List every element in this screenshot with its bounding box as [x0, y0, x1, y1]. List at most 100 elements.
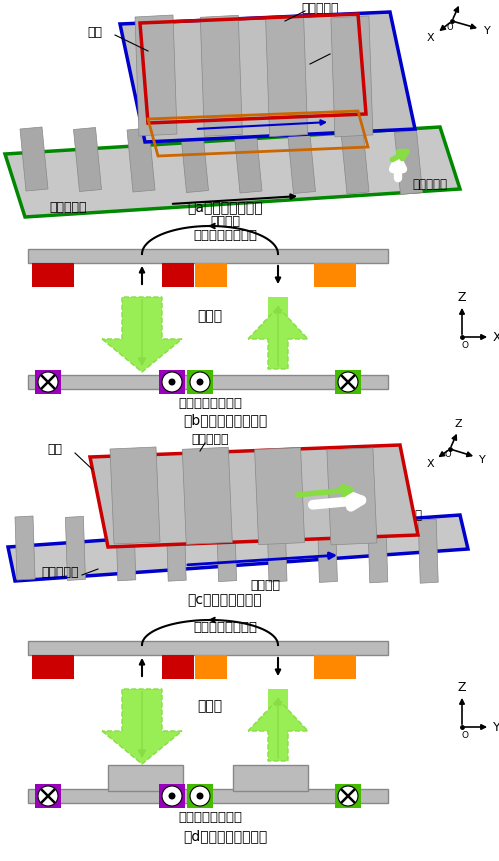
Polygon shape	[127, 129, 155, 193]
Circle shape	[338, 786, 358, 806]
Polygon shape	[418, 519, 438, 584]
Polygon shape	[217, 518, 237, 582]
Text: Z: Z	[458, 681, 466, 694]
Polygon shape	[116, 517, 136, 581]
Circle shape	[169, 793, 176, 800]
Text: 接收端磁心和线圈: 接收端磁心和线圈	[193, 229, 257, 242]
Text: 主磁通方向: 主磁通方向	[388, 509, 423, 522]
Text: 发射端磁心和线圈: 发射端磁心和线圈	[178, 397, 242, 410]
Text: （c）纵向布置结构: （c）纵向布置结构	[188, 592, 262, 606]
Bar	[268, 689, 288, 744]
Text: Z: Z	[458, 291, 466, 304]
Text: 发射端磁心和线圈: 发射端磁心和线圈	[178, 810, 242, 823]
Circle shape	[197, 379, 204, 386]
Polygon shape	[90, 445, 418, 548]
Polygon shape	[73, 128, 101, 192]
Polygon shape	[248, 699, 308, 761]
Circle shape	[169, 379, 176, 386]
Circle shape	[190, 373, 210, 393]
Bar	[187, 784, 213, 808]
Text: 电流方向: 电流方向	[250, 579, 280, 592]
Text: 接收端线圈: 接收端线圈	[191, 433, 229, 446]
Text: 接收端磁心和线圈: 接收端磁心和线圈	[193, 621, 257, 634]
Polygon shape	[181, 129, 209, 193]
Bar	[195, 263, 227, 288]
Polygon shape	[395, 132, 423, 195]
Text: 主磁通: 主磁通	[198, 308, 223, 323]
Text: X: X	[493, 331, 499, 344]
Text: 磁心: 磁心	[87, 26, 102, 39]
Polygon shape	[287, 130, 315, 195]
Polygon shape	[234, 130, 262, 194]
Bar	[28, 250, 388, 263]
Text: O: O	[445, 450, 451, 459]
Text: O: O	[462, 731, 469, 740]
Bar	[314, 655, 356, 679]
Bar	[108, 765, 183, 791]
Bar	[35, 784, 61, 808]
Bar	[335, 370, 361, 394]
Polygon shape	[102, 298, 182, 373]
Bar	[162, 655, 194, 679]
Text: Y: Y	[479, 455, 486, 464]
Text: 磁心: 磁心	[47, 443, 62, 456]
Bar	[159, 784, 185, 808]
Text: 发射端线圈: 发射端线圈	[41, 566, 79, 579]
Polygon shape	[327, 449, 377, 545]
Polygon shape	[248, 307, 308, 369]
Polygon shape	[8, 516, 468, 581]
Bar	[132, 298, 152, 353]
Bar	[187, 370, 213, 394]
Polygon shape	[166, 517, 186, 581]
Bar	[132, 689, 152, 744]
Polygon shape	[135, 16, 177, 137]
Circle shape	[162, 373, 182, 393]
Text: 电流方向: 电流方向	[210, 215, 240, 228]
Text: （d）纵向布置主磁通: （d）纵向布置主磁通	[183, 828, 267, 842]
Text: 主磁通方向: 主磁通方向	[413, 178, 448, 191]
Polygon shape	[15, 517, 35, 580]
Bar	[162, 263, 194, 288]
Text: O: O	[447, 22, 453, 32]
Bar	[159, 370, 185, 394]
Polygon shape	[317, 519, 337, 583]
Circle shape	[197, 793, 204, 800]
Text: （b）横向布置主磁通: （b）横向布置主磁通	[183, 412, 267, 426]
Polygon shape	[331, 17, 373, 138]
Text: Z: Z	[454, 418, 462, 429]
Circle shape	[38, 786, 58, 806]
Polygon shape	[341, 131, 369, 195]
Polygon shape	[65, 517, 85, 580]
Polygon shape	[265, 16, 307, 138]
Bar	[335, 784, 361, 808]
Text: X: X	[426, 33, 434, 43]
Bar	[28, 375, 388, 389]
Bar	[35, 370, 61, 394]
Bar	[32, 655, 74, 679]
Text: Z: Z	[456, 0, 464, 1]
Circle shape	[338, 373, 358, 393]
Text: 主磁通: 主磁通	[198, 698, 223, 712]
Bar	[195, 655, 227, 679]
Bar	[314, 263, 356, 288]
Polygon shape	[368, 519, 388, 583]
Circle shape	[38, 373, 58, 393]
Polygon shape	[20, 127, 48, 192]
Text: （a）横向布置结构: （a）横向布置结构	[187, 201, 263, 214]
Bar	[32, 263, 74, 288]
Bar	[28, 789, 388, 803]
Polygon shape	[102, 689, 182, 764]
Polygon shape	[267, 518, 287, 582]
Text: O: O	[462, 341, 469, 350]
Text: 接收端线圈: 接收端线圈	[301, 2, 339, 15]
Circle shape	[190, 786, 210, 806]
Bar	[233, 765, 308, 791]
Polygon shape	[200, 16, 243, 137]
Polygon shape	[120, 13, 415, 143]
Text: Y: Y	[493, 721, 499, 734]
Polygon shape	[254, 448, 304, 545]
Polygon shape	[110, 448, 160, 544]
Text: 发射端线圈: 发射端线圈	[49, 201, 87, 214]
Polygon shape	[5, 127, 460, 218]
Polygon shape	[182, 448, 233, 545]
